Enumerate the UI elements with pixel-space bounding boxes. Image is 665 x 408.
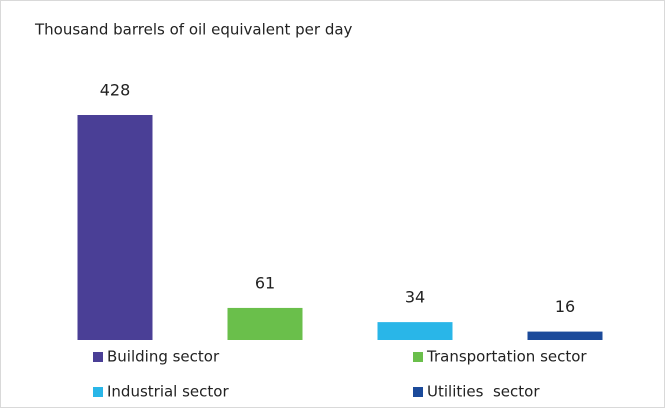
legend-label: Building sector xyxy=(107,348,220,366)
bar xyxy=(377,322,453,340)
legend-swatch xyxy=(93,387,103,397)
legend-label: Utilities sector xyxy=(427,383,540,401)
data-label: 16 xyxy=(555,297,575,316)
data-label: 428 xyxy=(100,81,131,100)
legend-swatch xyxy=(93,352,103,362)
chart-title: Thousand barrels of oil equivalent per d… xyxy=(34,21,353,39)
legend-swatch xyxy=(413,352,423,362)
legend-label: Transportation sector xyxy=(426,348,587,366)
bar xyxy=(77,115,153,340)
bar xyxy=(527,331,603,340)
legend-label: Industrial sector xyxy=(107,383,229,401)
data-label: 61 xyxy=(255,273,275,292)
data-label: 34 xyxy=(405,288,425,307)
bar xyxy=(227,307,303,340)
legend-swatch xyxy=(413,387,423,397)
